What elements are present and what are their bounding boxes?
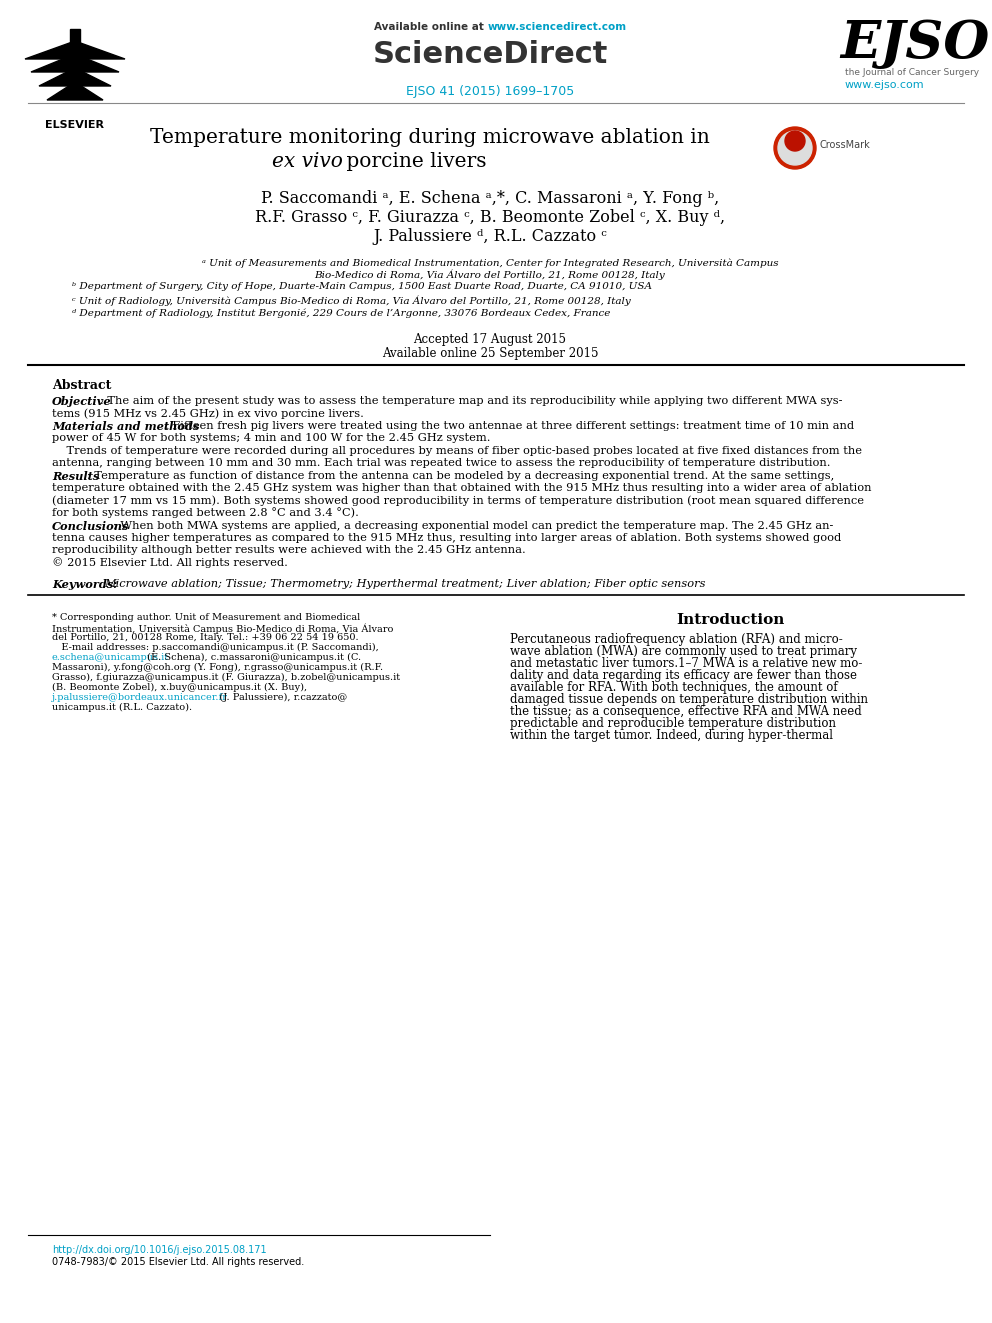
Text: Accepted 17 August 2015: Accepted 17 August 2015 bbox=[414, 333, 566, 347]
Text: Available online 25 September 2015: Available online 25 September 2015 bbox=[382, 347, 598, 360]
Text: power of 45 W for both systems; 4 min and 100 W for the 2.45 GHz system.: power of 45 W for both systems; 4 min an… bbox=[52, 433, 490, 443]
Text: Grasso), f.giurazza@unicampus.it (F. Giurazza), b.zobel@unicampus.it: Grasso), f.giurazza@unicampus.it (F. Giu… bbox=[52, 673, 400, 683]
Text: dality and data regarding its efficacy are fewer than those: dality and data regarding its efficacy a… bbox=[510, 669, 857, 681]
Text: ex vivo: ex vivo bbox=[272, 152, 343, 171]
Text: : Fifteen fresh pig livers were treated using the two antennae at three differen: : Fifteen fresh pig livers were treated … bbox=[165, 421, 854, 431]
Text: Objective: Objective bbox=[52, 396, 112, 407]
Text: unicampus.it (R.L. Cazzato).: unicampus.it (R.L. Cazzato). bbox=[52, 703, 192, 712]
Text: Materials and methods: Materials and methods bbox=[52, 421, 199, 433]
Text: Available online at: Available online at bbox=[375, 22, 488, 32]
Text: j.palussiere@bordeaux.unicancer.fr: j.palussiere@bordeaux.unicancer.fr bbox=[52, 693, 228, 703]
Text: antenna, ranging between 10 mm and 30 mm. Each trial was repeated twice to asses: antenna, ranging between 10 mm and 30 mm… bbox=[52, 458, 830, 468]
Text: porcine livers: porcine livers bbox=[340, 152, 486, 171]
Text: Bio-Medico di Roma, Via Álvaro del Portillo, 21, Rome 00128, Italy: Bio-Medico di Roma, Via Álvaro del Porti… bbox=[314, 269, 666, 279]
Polygon shape bbox=[39, 67, 111, 86]
Text: ScienceDirect: ScienceDirect bbox=[372, 40, 608, 69]
Text: e.schena@unicampus.it: e.schena@unicampus.it bbox=[52, 654, 169, 662]
Text: and metastatic liver tumors.1–7 MWA is a relative new mo-: and metastatic liver tumors.1–7 MWA is a… bbox=[510, 658, 862, 669]
Text: Keywords:: Keywords: bbox=[52, 579, 117, 590]
Text: tenna causes higher temperatures as compared to the 915 MHz thus, resulting into: tenna causes higher temperatures as comp… bbox=[52, 533, 841, 542]
Text: Massaroni), y.fong@coh.org (Y. Fong), r.grasso@unicampus.it (R.F.: Massaroni), y.fong@coh.org (Y. Fong), r.… bbox=[52, 663, 383, 672]
Text: temperature obtained with the 2.45 GHz system was higher than that obtained with: temperature obtained with the 2.45 GHz s… bbox=[52, 483, 872, 493]
Circle shape bbox=[774, 127, 816, 169]
Text: for both systems ranged between 2.8 °C and 3.4 °C).: for both systems ranged between 2.8 °C a… bbox=[52, 507, 359, 517]
Text: (diameter 17 mm vs 15 mm). Both systems showed good reproducibility in terms of : (diameter 17 mm vs 15 mm). Both systems … bbox=[52, 495, 864, 505]
Polygon shape bbox=[31, 54, 119, 71]
Text: (E. Schena), c.massaroni@unicampus.it (C.: (E. Schena), c.massaroni@unicampus.it (C… bbox=[144, 654, 361, 662]
Text: within the target tumor. Indeed, during hyper-thermal: within the target tumor. Indeed, during … bbox=[510, 729, 833, 742]
Circle shape bbox=[778, 131, 812, 165]
Text: http://dx.doi.org/10.1016/j.ejso.2015.08.171: http://dx.doi.org/10.1016/j.ejso.2015.08… bbox=[52, 1245, 267, 1256]
Text: Temperature monitoring during microwave ablation in: Temperature monitoring during microwave … bbox=[150, 128, 710, 147]
Text: tems (915 MHz vs 2.45 GHz) in ex vivo porcine livers.: tems (915 MHz vs 2.45 GHz) in ex vivo po… bbox=[52, 407, 364, 418]
Text: * Corresponding author. Unit of Measurement and Biomedical: * Corresponding author. Unit of Measurem… bbox=[52, 613, 360, 622]
Text: J. Palussiere ᵈ, R.L. Cazzato ᶜ: J. Palussiere ᵈ, R.L. Cazzato ᶜ bbox=[373, 228, 607, 245]
Text: ᶜ Unit of Radiology, Università Campus Bio-Medico di Roma, Via Álvaro del Portil: ᶜ Unit of Radiology, Università Campus B… bbox=[72, 295, 631, 306]
Text: (B. Beomonte Zobel), x.buy@unicampus.it (X. Buy),: (B. Beomonte Zobel), x.buy@unicampus.it … bbox=[52, 683, 308, 692]
Text: www.sciencedirect.com: www.sciencedirect.com bbox=[488, 22, 627, 32]
Text: R.F. Grasso ᶜ, F. Giurazza ᶜ, B. Beomonte Zobel ᶜ, X. Buy ᵈ,: R.F. Grasso ᶜ, F. Giurazza ᶜ, B. Beomont… bbox=[255, 209, 725, 226]
Text: Introduction: Introduction bbox=[676, 613, 785, 627]
Text: the Journal of Cancer Surgery: the Journal of Cancer Surgery bbox=[845, 67, 979, 77]
Text: ᵈ Department of Radiology, Institut Bergonié, 229 Cours de l’Argonne, 33076 Bord: ᵈ Department of Radiology, Institut Berg… bbox=[72, 308, 610, 318]
Text: the tissue; as a consequence, effective RFA and MWA need: the tissue; as a consequence, effective … bbox=[510, 705, 862, 718]
Text: reproducibility although better results were achieved with the 2.45 GHz antenna.: reproducibility although better results … bbox=[52, 545, 526, 556]
Text: © 2015 Elsevier Ltd. All rights reserved.: © 2015 Elsevier Ltd. All rights reserved… bbox=[52, 557, 288, 568]
Text: ᵇ Department of Surgery, City of Hope, Duarte-Main Campus, 1500 East Duarte Road: ᵇ Department of Surgery, City of Hope, D… bbox=[72, 282, 652, 291]
Text: : The aim of the present study was to assess the temperature map and its reprodu: : The aim of the present study was to as… bbox=[100, 396, 842, 406]
Text: wave ablation (MWA) are commonly used to treat primary: wave ablation (MWA) are commonly used to… bbox=[510, 646, 857, 658]
Text: damaged tissue depends on temperature distribution within: damaged tissue depends on temperature di… bbox=[510, 693, 868, 706]
Text: Microwave ablation; Tissue; Thermometry; Hyperthermal treatment; Liver ablation;: Microwave ablation; Tissue; Thermometry;… bbox=[104, 579, 705, 589]
Text: CrossMark: CrossMark bbox=[820, 140, 871, 149]
Text: Conclusions: Conclusions bbox=[52, 521, 129, 532]
Text: www.ejso.com: www.ejso.com bbox=[845, 79, 925, 90]
Text: EJSO 41 (2015) 1699–1705: EJSO 41 (2015) 1699–1705 bbox=[406, 85, 574, 98]
Text: Abstract: Abstract bbox=[52, 378, 111, 392]
Text: ᵃ Unit of Measurements and Biomedical Instrumentation, Center for Integrated Res: ᵃ Unit of Measurements and Biomedical In… bbox=[201, 258, 779, 267]
Polygon shape bbox=[47, 82, 103, 101]
Text: : Temperature as function of distance from the antenna can be modeled by a decre: : Temperature as function of distance fr… bbox=[87, 471, 834, 482]
Text: EJSO: EJSO bbox=[840, 19, 989, 69]
Text: (J. Palussiere), r.cazzato@: (J. Palussiere), r.cazzato@ bbox=[210, 693, 347, 703]
Text: ELSEVIER: ELSEVIER bbox=[46, 120, 104, 130]
Polygon shape bbox=[25, 41, 125, 60]
Text: E-mail addresses: p.saccomandi@unicampus.it (P. Saccomandi),: E-mail addresses: p.saccomandi@unicampus… bbox=[52, 643, 379, 652]
Bar bbox=[70, 29, 80, 44]
Text: 0748-7983/© 2015 Elsevier Ltd. All rights reserved.: 0748-7983/© 2015 Elsevier Ltd. All right… bbox=[52, 1257, 305, 1267]
Text: : When both MWA systems are applied, a decreasing exponential model can predict : : When both MWA systems are applied, a d… bbox=[113, 521, 833, 531]
Circle shape bbox=[785, 131, 805, 151]
Text: predictable and reproducible temperature distribution: predictable and reproducible temperature… bbox=[510, 717, 836, 730]
Text: Instrumentation, Università Campus Bio-Medico di Roma, Via Álvaro: Instrumentation, Università Campus Bio-M… bbox=[52, 623, 394, 634]
Text: Results: Results bbox=[52, 471, 99, 482]
Text: Percutaneous radiofrequency ablation (RFA) and micro-: Percutaneous radiofrequency ablation (RF… bbox=[510, 632, 843, 646]
Text: available for RFA. With both techniques, the amount of: available for RFA. With both techniques,… bbox=[510, 681, 837, 695]
Text: P. Saccomandi ᵃ, E. Schena ᵃ,*, C. Massaroni ᵃ, Y. Fong ᵇ,: P. Saccomandi ᵃ, E. Schena ᵃ,*, C. Massa… bbox=[261, 191, 719, 206]
Text: del Portillo, 21, 00128 Rome, Italy. Tel.: +39 06 22 54 19 650.: del Portillo, 21, 00128 Rome, Italy. Tel… bbox=[52, 632, 359, 642]
Text: Trends of temperature were recorded during all procedures by means of fiber opti: Trends of temperature were recorded duri… bbox=[52, 446, 862, 456]
Bar bbox=[28, 20, 123, 108]
